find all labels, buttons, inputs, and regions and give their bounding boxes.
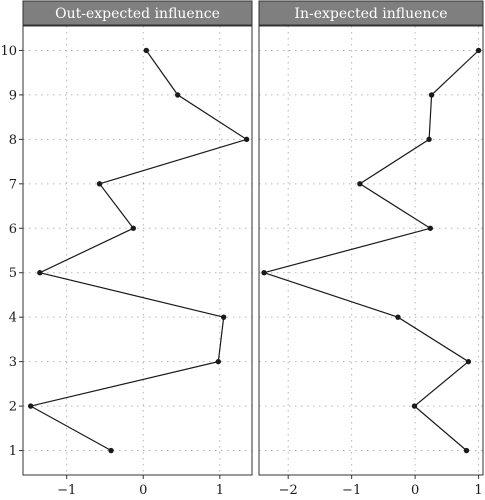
x-tick-label-in-expected-0: −2 bbox=[279, 483, 298, 498]
y-tick-label-1: 1 bbox=[9, 444, 17, 459]
panel-in-expected-influence: In-expected influence −2 −1 0 1 bbox=[258, 0, 484, 498]
y-tick-label-7: 7 bbox=[9, 177, 17, 192]
data-point-out-expected-9 bbox=[175, 92, 181, 98]
x-tick-label-out-expected-0: −1 bbox=[57, 483, 76, 498]
x-axis-in-expected: −2 −1 0 1 bbox=[279, 475, 483, 498]
data-point-in-expected-7 bbox=[357, 181, 363, 187]
panel-out-expected-influence: Out-expected influence −1 0 1 1 2 3 4 5 6 7 8 9 10 bbox=[0, 0, 253, 498]
y-tick-label-4: 4 bbox=[9, 311, 17, 326]
x-tick-label-out-expected-2: 1 bbox=[216, 483, 224, 498]
y-tick-label-3: 3 bbox=[9, 355, 17, 370]
x-tick-label-in-expected-1: −1 bbox=[342, 483, 361, 498]
data-point-in-expected-6 bbox=[427, 225, 434, 231]
y-axis: 1 2 3 4 5 6 7 8 9 10 bbox=[0, 44, 23, 459]
data-point-in-expected-10 bbox=[475, 47, 482, 54]
data-point-out-expected-2 bbox=[27, 403, 34, 409]
data-point-in-expected-3 bbox=[465, 358, 472, 365]
data-point-out-expected-5 bbox=[37, 270, 43, 276]
data-point-out-expected-3 bbox=[215, 358, 222, 365]
data-point-out-expected-8 bbox=[243, 136, 250, 143]
y-tick-label-2: 2 bbox=[9, 400, 17, 415]
strip-in-expected bbox=[258, 0, 484, 26]
x-tick-label-in-expected-3: 1 bbox=[474, 483, 482, 498]
data-point-in-expected-1 bbox=[463, 447, 470, 454]
panel-title-in-expected: In-expected influence bbox=[294, 6, 447, 22]
data-point-in-expected-4 bbox=[395, 314, 401, 320]
y-tick-label-6: 6 bbox=[9, 222, 17, 237]
series-line-out-expected bbox=[29, 50, 249, 452]
data-point-in-expected-9 bbox=[428, 92, 435, 98]
gridlines-out-expected bbox=[23, 26, 252, 475]
y-tick-label-10: 10 bbox=[0, 44, 17, 59]
x-axis-out-expected: −1 0 1 bbox=[57, 475, 224, 498]
y-tick-label-5: 5 bbox=[9, 266, 17, 281]
series-out-expected bbox=[27, 47, 250, 454]
y-tick-label-9: 9 bbox=[9, 88, 17, 103]
series-in-expected bbox=[261, 47, 482, 454]
data-point-out-expected-4 bbox=[220, 314, 227, 320]
data-point-out-expected-6 bbox=[130, 225, 136, 231]
y-tick-label-8: 8 bbox=[9, 133, 17, 148]
panel-title-out-expected: Out-expected influence bbox=[55, 6, 220, 22]
data-point-out-expected-1 bbox=[108, 447, 114, 454]
data-point-out-expected-10 bbox=[143, 47, 150, 54]
gridlines-in-expected bbox=[259, 26, 483, 475]
strip-out-expected bbox=[22, 0, 253, 26]
data-point-in-expected-5 bbox=[261, 270, 267, 276]
data-point-in-expected-8 bbox=[426, 136, 432, 143]
x-tick-label-out-expected-1: 0 bbox=[139, 483, 147, 498]
data-point-out-expected-7 bbox=[96, 181, 103, 187]
x-tick-label-in-expected-2: 0 bbox=[411, 483, 419, 498]
series-line-in-expected bbox=[262, 50, 480, 451]
panel-border-out-expected bbox=[22, 25, 253, 476]
panel-border-in-expected bbox=[258, 25, 484, 476]
data-point-in-expected-2 bbox=[411, 403, 418, 409]
